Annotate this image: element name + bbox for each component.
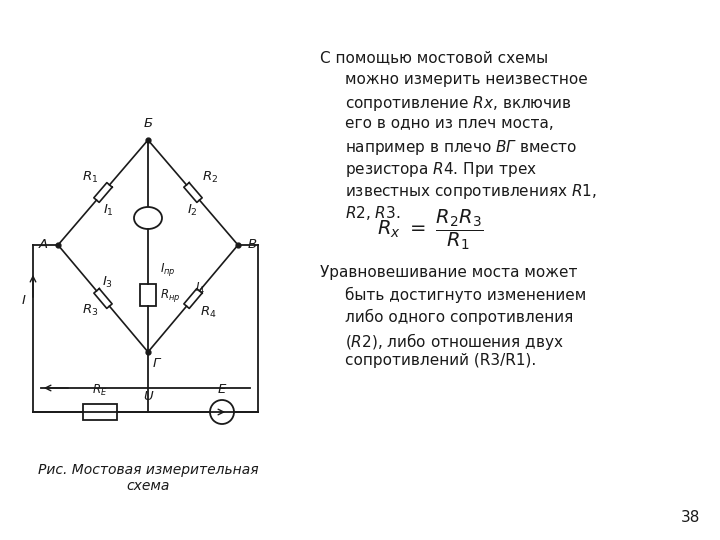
Bar <box>140 284 156 306</box>
Text: Рис. Мостовая измерительная
схема: Рис. Мостовая измерительная схема <box>37 463 258 493</box>
Text: $R_1$: $R_1$ <box>82 170 98 185</box>
Text: $(R2)$, либо отношения двух: $(R2)$, либо отношения двух <box>345 331 564 352</box>
Text: либо одного сопротивления: либо одного сопротивления <box>345 309 573 325</box>
Text: Б: Б <box>143 117 153 130</box>
Text: E: E <box>218 383 226 396</box>
Bar <box>83 404 117 420</box>
Text: например в плечо $ВГ$ вместо: например в плечо $ВГ$ вместо <box>345 138 577 157</box>
Text: U: U <box>143 390 153 403</box>
Text: В: В <box>248 239 257 252</box>
Text: I: I <box>22 294 26 307</box>
Text: его в одно из плеч моста,: его в одно из плеч моста, <box>345 116 554 131</box>
Text: 38: 38 <box>680 510 700 525</box>
Text: быть достигнуто изменением: быть достигнуто изменением <box>345 287 586 303</box>
Text: известных сопротивлениях $R1$,: известных сопротивлениях $R1$, <box>345 182 597 201</box>
Text: $I_2$: $I_2$ <box>186 202 197 218</box>
Text: $R2$, $R3$.: $R2$, $R3$. <box>345 204 400 222</box>
Text: Уравновешивание моста может: Уравновешивание моста может <box>320 265 577 280</box>
Text: С помощью мостовой схемы: С помощью мостовой схемы <box>320 50 548 65</box>
Text: $I_4$: $I_4$ <box>195 280 205 295</box>
Text: $R_x\ =\ \dfrac{R_2 R_3}{R_1}$: $R_x\ =\ \dfrac{R_2 R_3}{R_1}$ <box>377 208 483 252</box>
Text: можно измерить неизвестное: можно измерить неизвестное <box>345 72 588 87</box>
Text: А: А <box>39 239 48 252</box>
Text: $I_{пр}$: $I_{пр}$ <box>160 261 176 279</box>
Text: $R_2$: $R_2$ <box>202 170 218 185</box>
Text: $R_E$: $R_E$ <box>92 383 108 398</box>
Text: резистора $R4$. При трех: резистора $R4$. При трех <box>345 160 537 179</box>
Text: $I_1$: $I_1$ <box>102 202 114 218</box>
Text: $R_4$: $R_4$ <box>199 305 216 320</box>
Text: $R_3$: $R_3$ <box>82 302 98 318</box>
Text: сопротивлений (R3/R1).: сопротивлений (R3/R1). <box>345 353 536 368</box>
Text: $R_{нр}$: $R_{нр}$ <box>160 287 181 303</box>
Text: Г: Г <box>153 357 161 370</box>
Text: $I_3$: $I_3$ <box>102 274 114 289</box>
Text: сопротивление $Rx$, включив: сопротивление $Rx$, включив <box>345 94 572 113</box>
